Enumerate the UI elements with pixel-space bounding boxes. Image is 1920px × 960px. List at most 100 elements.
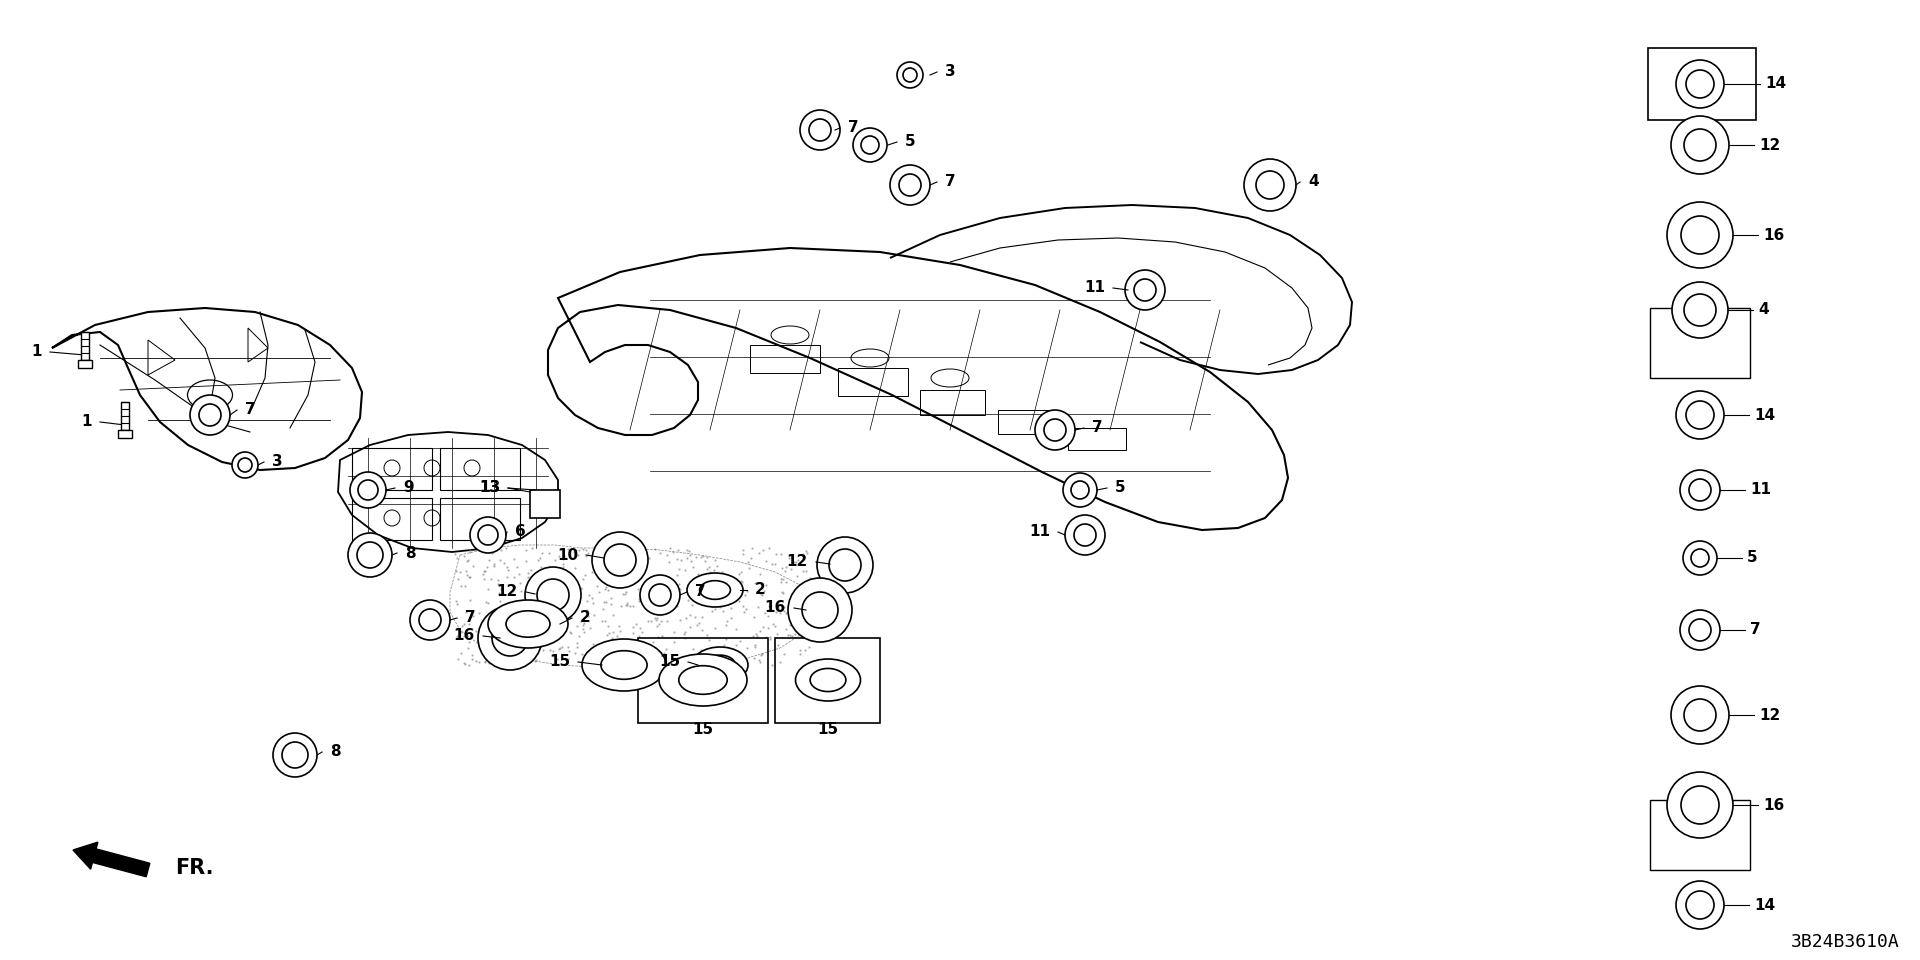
Circle shape	[1073, 524, 1096, 546]
Point	[536, 614, 566, 630]
Point	[570, 548, 601, 564]
Point	[593, 571, 624, 587]
Point	[751, 578, 781, 593]
Point	[555, 587, 586, 602]
Point	[678, 560, 708, 575]
Point	[720, 654, 751, 669]
Point	[541, 651, 572, 666]
Text: 4: 4	[1308, 175, 1319, 189]
Point	[684, 615, 714, 631]
Point	[505, 608, 536, 623]
Point	[726, 648, 756, 663]
Point	[687, 548, 718, 564]
Point	[710, 657, 741, 672]
Point	[545, 641, 576, 657]
Point	[770, 559, 801, 574]
Point	[547, 560, 578, 575]
Point	[480, 651, 511, 666]
Point	[680, 549, 710, 564]
Point	[582, 578, 612, 593]
Point	[657, 649, 687, 664]
Text: 8: 8	[330, 745, 340, 759]
Point	[484, 586, 515, 601]
Point	[674, 548, 705, 564]
Point	[724, 565, 755, 581]
Point	[662, 652, 693, 667]
Point	[687, 609, 718, 624]
Circle shape	[411, 600, 449, 640]
Text: 7: 7	[465, 611, 476, 626]
Point	[620, 545, 651, 561]
Point	[532, 575, 563, 590]
Point	[547, 552, 578, 567]
Point	[760, 546, 791, 562]
Point	[630, 638, 660, 654]
Bar	[351, 448, 432, 490]
Point	[641, 612, 672, 627]
Point	[789, 607, 820, 622]
Point	[444, 564, 474, 580]
Point	[568, 610, 599, 625]
Point	[457, 648, 488, 663]
Point	[641, 611, 672, 626]
Point	[722, 636, 753, 652]
Point	[566, 646, 597, 661]
Point	[653, 581, 684, 596]
Point	[672, 542, 703, 558]
Point	[588, 613, 618, 629]
Point	[449, 616, 480, 632]
Point	[664, 655, 695, 670]
Point	[639, 611, 670, 626]
Point	[632, 593, 662, 609]
Point	[741, 628, 772, 643]
Point	[628, 560, 659, 575]
Point	[622, 651, 653, 666]
Point	[793, 597, 824, 612]
Circle shape	[232, 452, 257, 478]
Point	[468, 566, 499, 582]
Point	[783, 552, 814, 567]
Circle shape	[891, 165, 929, 205]
Text: 5: 5	[1116, 481, 1125, 495]
Point	[751, 630, 781, 645]
Point	[791, 609, 822, 624]
Point	[607, 564, 637, 580]
Point	[470, 594, 501, 610]
Point	[772, 627, 803, 642]
Point	[691, 590, 722, 606]
Point	[687, 657, 718, 672]
Point	[739, 609, 770, 624]
Point	[614, 558, 645, 573]
Point	[445, 624, 476, 639]
Point	[589, 558, 620, 573]
Point	[561, 635, 591, 650]
Point	[486, 608, 516, 623]
Point	[756, 616, 787, 632]
Point	[461, 623, 492, 638]
Text: 7: 7	[945, 175, 956, 189]
Text: 13: 13	[478, 481, 499, 495]
Point	[720, 621, 751, 636]
Point	[453, 657, 484, 672]
Point	[492, 540, 522, 556]
Bar	[79, 360, 92, 368]
Point	[472, 622, 503, 637]
Circle shape	[1044, 419, 1066, 441]
Point	[555, 643, 586, 659]
Point	[791, 582, 822, 597]
Point	[526, 612, 557, 627]
Point	[524, 637, 555, 653]
Point	[676, 585, 707, 600]
Point	[745, 566, 776, 582]
Point	[732, 601, 762, 616]
Point	[513, 569, 543, 585]
Point	[597, 624, 628, 639]
Circle shape	[1682, 786, 1718, 824]
Text: 5: 5	[904, 134, 916, 150]
Point	[762, 599, 793, 614]
Point	[691, 550, 722, 565]
Text: 13: 13	[478, 481, 499, 495]
Point	[689, 553, 720, 568]
Circle shape	[1692, 549, 1709, 567]
Point	[695, 566, 726, 582]
